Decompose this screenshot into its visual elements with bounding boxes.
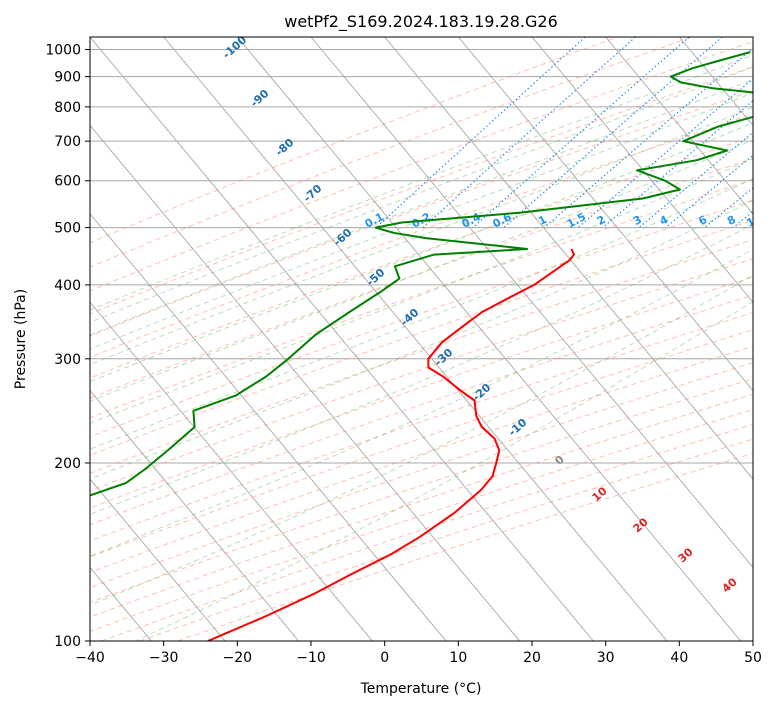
dry-adiabat xyxy=(90,393,753,618)
moist-adiabat-label: 0 xyxy=(552,453,567,468)
x-tick-label: 30 xyxy=(597,650,615,666)
moist-adiabat-label: -80 xyxy=(273,136,297,159)
mixing-ratio-line xyxy=(422,37,636,229)
moist-adiabat-label: 30 xyxy=(676,545,696,565)
background-curves xyxy=(90,37,775,641)
dry-adiabat xyxy=(101,423,753,641)
isotherm-line xyxy=(90,389,300,641)
mixing-ratio-label: 4 xyxy=(658,213,671,228)
y-tick-label: 200 xyxy=(54,456,81,472)
chart-title: wetPf2_S169.2024.183.19.28.G26 xyxy=(284,12,558,32)
isotherm-line xyxy=(457,37,753,392)
moist-adiabat xyxy=(90,274,753,606)
plot-frame xyxy=(89,36,754,642)
dry-adiabat xyxy=(90,113,753,358)
mixing-ratio-line xyxy=(577,78,753,229)
moist-adiabat-label: -70 xyxy=(301,182,325,205)
y-tick-label: 800 xyxy=(54,100,81,116)
isotherm-line xyxy=(90,37,594,641)
mixing-ratio-label: 10 xyxy=(744,211,764,230)
x-tick-label: 40 xyxy=(670,650,688,666)
x-tick-label: −30 xyxy=(149,650,179,666)
x-tick-label: −20 xyxy=(223,650,253,666)
mixing-ratio-line xyxy=(503,37,723,229)
dewpoint-profile-line xyxy=(90,51,753,497)
dry-adiabat xyxy=(90,136,753,379)
x-tick-label: −40 xyxy=(75,650,105,666)
dry-adiabat xyxy=(90,37,693,268)
isotherm-line xyxy=(163,37,668,641)
mixing-ratio-line xyxy=(602,100,753,229)
temperature-profile-line xyxy=(207,248,575,641)
y-tick-label: 500 xyxy=(54,221,81,237)
dry-adiabat xyxy=(90,329,753,558)
dry-adiabat xyxy=(90,345,753,573)
y-tick-label: 100 xyxy=(54,634,81,650)
mixing-ratio-line xyxy=(472,37,690,229)
isotherm-line xyxy=(90,213,447,641)
moist-adiabat-label: 10 xyxy=(590,484,610,504)
x-axis: −40 −30 −20 −10 0 10 20 30 40 50 xyxy=(75,641,762,666)
x-tick-label: −10 xyxy=(296,650,326,666)
dry-adiabat xyxy=(90,258,753,492)
y-tick-label: 900 xyxy=(54,70,81,86)
moist-adiabat xyxy=(90,178,753,450)
y-tick-label: 300 xyxy=(54,352,81,368)
y-tick-label: 400 xyxy=(54,278,81,294)
moist-adiabat xyxy=(90,200,753,480)
dry-adiabat xyxy=(90,408,753,632)
dry-adiabat xyxy=(90,41,753,292)
grid-layer xyxy=(0,37,753,641)
y-axis-label: Pressure (hPa) xyxy=(13,289,29,389)
moist-adiabat xyxy=(90,157,753,424)
isotherm-line xyxy=(90,478,226,641)
y-axis: 100 200 300 400 500 600 700 800 900 1000 xyxy=(45,43,90,650)
isotherm-line xyxy=(384,37,753,480)
isotherm-line xyxy=(752,37,753,38)
moist-adiabat-label: -40 xyxy=(398,306,422,329)
mixing-ratio-label: 3 xyxy=(631,213,644,228)
mixing-ratio-line xyxy=(543,47,753,229)
moist-adiabat xyxy=(90,66,753,323)
moist-adiabat xyxy=(90,54,753,311)
profile-lines xyxy=(90,51,753,641)
mixing-ratio-line xyxy=(375,37,586,229)
moist-adiabat-label: 20 xyxy=(631,515,651,535)
y-tick-label: 600 xyxy=(54,174,81,190)
x-tick-label: 50 xyxy=(744,650,762,666)
x-axis-label: Temperature (°C) xyxy=(360,681,482,697)
mixing-ratio-line xyxy=(732,210,753,229)
dry-adiabat xyxy=(90,312,753,542)
y-tick-label: 700 xyxy=(54,134,81,150)
curve-labels: 0.10.20.40.611.52346810131620253036-100-… xyxy=(220,37,775,595)
moist-adiabat xyxy=(90,122,753,383)
isotherm-line xyxy=(678,37,753,127)
x-tick-label: 20 xyxy=(523,650,541,666)
isotherm-line xyxy=(310,37,753,569)
x-tick-label: 10 xyxy=(449,650,467,666)
isotherm-line xyxy=(90,124,521,641)
x-tick-label: 0 xyxy=(380,650,389,666)
dry-adiabat xyxy=(90,179,753,419)
dry-adiabat xyxy=(90,37,618,244)
isotherm-line xyxy=(531,37,753,303)
mixing-ratio-label: 13 xyxy=(772,211,775,230)
moist-adiabat-label: -60 xyxy=(331,226,355,249)
mixing-ratio-line xyxy=(756,37,775,228)
dry-adiabat xyxy=(90,157,753,399)
moist-adiabat xyxy=(90,139,753,402)
moist-adiabat xyxy=(90,92,753,350)
y-tick-label: 1000 xyxy=(45,43,81,59)
mixing-ratio-line xyxy=(665,154,753,229)
dry-adiabat xyxy=(90,66,753,315)
isotherm-line xyxy=(236,37,742,641)
isotherm-line xyxy=(0,37,78,641)
moist-adiabat-label: 40 xyxy=(720,575,740,595)
isotherm-line xyxy=(0,37,4,641)
dry-adiabat xyxy=(90,239,753,474)
isotherm-line xyxy=(90,301,373,641)
moist-adiabat xyxy=(90,248,753,557)
